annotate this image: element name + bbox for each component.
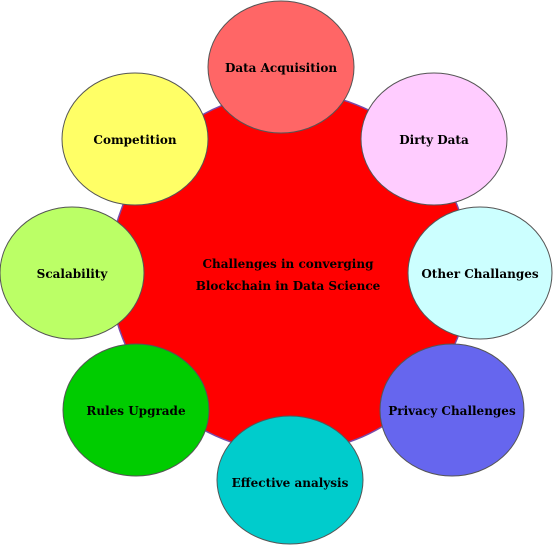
node-privacy-challenges-label: Privacy Challenges — [388, 404, 516, 418]
center-title-line-1: Challenges in converging — [203, 257, 375, 271]
node-rules-upgrade-circle — [62, 343, 210, 477]
node-effective-analysis-circle — [216, 415, 364, 545]
node-competition-label: Competition — [93, 133, 176, 147]
node-dirty-data: Dirty Data — [360, 72, 508, 206]
node-rules-upgrade-label: Rules Upgrade — [86, 404, 186, 418]
node-scalability: Scalability — [0, 206, 145, 340]
node-other-challanges: Other Challanges — [407, 206, 553, 340]
node-effective-analysis-label: Effective analysis — [232, 476, 349, 490]
node-other-challanges-label: Other Challanges — [421, 267, 539, 281]
node-rules-upgrade: Rules Upgrade — [62, 343, 210, 477]
node-dirty-data-label: Dirty Data — [399, 133, 469, 147]
node-effective-analysis: Effective analysis — [216, 415, 364, 545]
node-data-acquisition-label: Data Acquisition — [225, 61, 337, 75]
node-scalability-label: Scalability — [37, 267, 109, 281]
node-dirty-data-circle — [360, 72, 508, 206]
node-other-challanges-circle — [407, 206, 553, 340]
node-competition: Competition — [61, 72, 209, 206]
node-competition-circle — [61, 72, 209, 206]
center-title-line-2: Blockchain in Data Science — [196, 279, 381, 293]
node-data-acquisition: Data Acquisition — [207, 0, 355, 134]
node-scalability-circle — [0, 206, 145, 340]
node-data-acquisition-circle — [207, 0, 355, 134]
node-privacy-challenges-circle — [379, 343, 525, 477]
node-privacy-challenges: Privacy Challenges — [379, 343, 525, 477]
